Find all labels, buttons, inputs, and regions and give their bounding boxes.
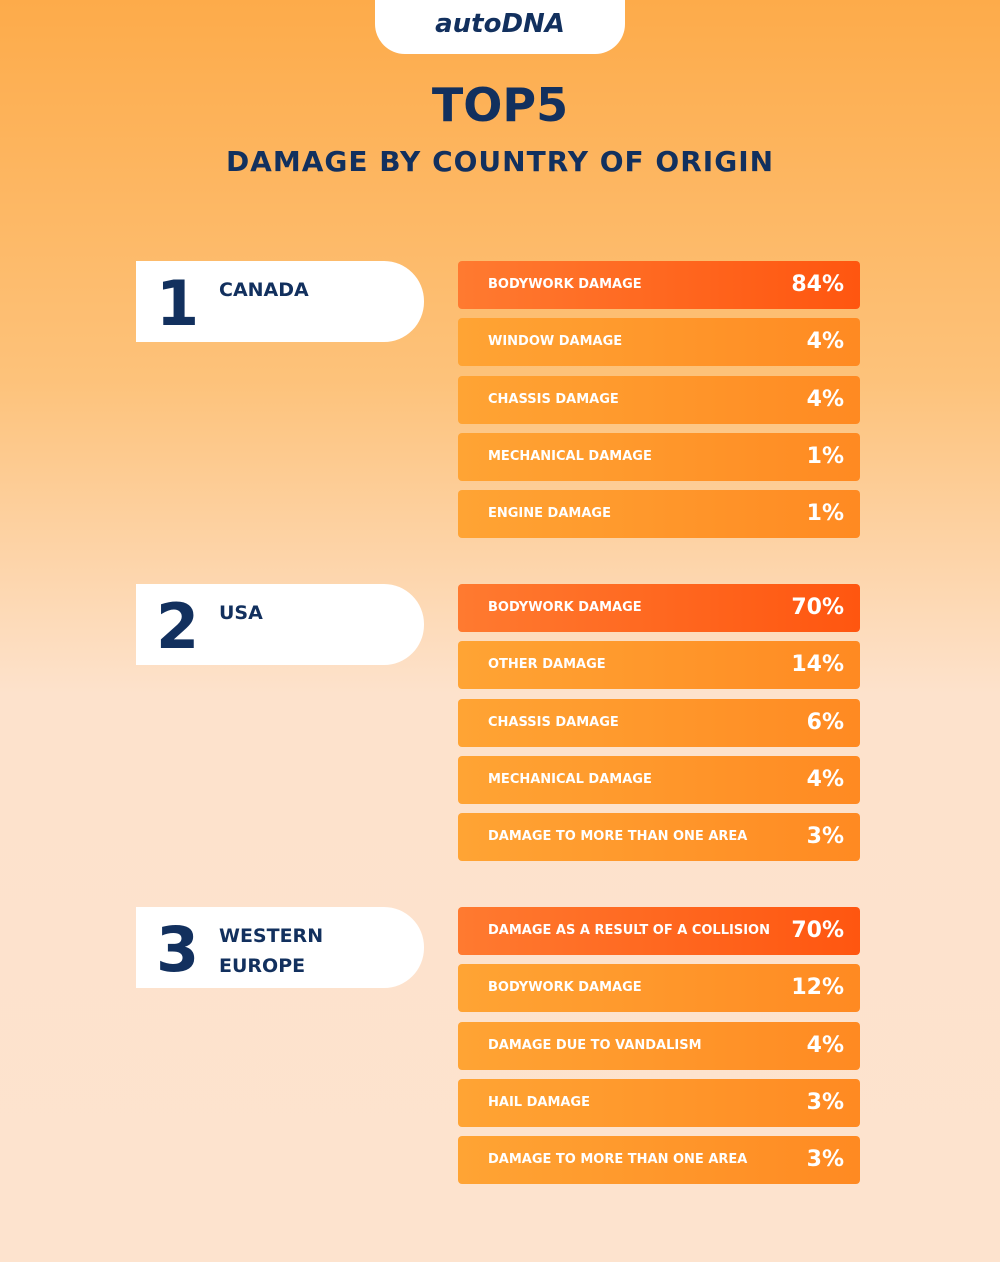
damage-label: WINDOW DAMAGE: [488, 334, 623, 350]
damage-label: HAIL DAMAGE: [488, 1094, 590, 1110]
damage-row: MECHANICAL DAMAGE 4%: [458, 755, 860, 804]
damage-value: 14%: [791, 652, 844, 678]
damage-row: CHASSIS DAMAGE 6%: [458, 698, 860, 747]
damage-label: DAMAGE TO MORE THAN ONE AREA: [488, 1152, 748, 1168]
damage-row: DAMAGE TO MORE THAN ONE AREA 3%: [458, 1136, 860, 1185]
damage-value: 84%: [791, 272, 844, 297]
damage-value: 4%: [806, 329, 844, 355]
rank: 1: [156, 267, 200, 340]
rank: 3: [156, 913, 200, 986]
damage-row: ENGINE DAMAGE 1%: [458, 490, 860, 539]
damage-label: ENGINE DAMAGE: [488, 506, 611, 522]
damage-value: 4%: [806, 1032, 844, 1058]
damage-value: 3%: [806, 824, 844, 850]
damage-label: BODYWORK DAMAGE: [488, 600, 642, 615]
rank: 2: [156, 590, 200, 663]
damage-value: 70%: [791, 918, 844, 943]
damage-value: 6%: [806, 709, 844, 735]
damage-row: HAIL DAMAGE 3%: [458, 1078, 860, 1127]
damage-value: 3%: [806, 1147, 844, 1173]
damage-row: DAMAGE DUE TO VANDALISM 4%: [458, 1021, 860, 1070]
country-card: 2 USA: [136, 584, 424, 665]
damage-row: WINDOW DAMAGE 4%: [458, 318, 860, 367]
damage-row: OTHER DAMAGE 14%: [458, 641, 860, 690]
damage-value: 3%: [806, 1089, 844, 1115]
country: CANADA: [219, 279, 309, 301]
logo: autoDNA: [375, 0, 625, 54]
damage-value: 1%: [806, 443, 844, 469]
damage-label: DAMAGE DUE TO VANDALISM: [488, 1037, 702, 1053]
damage-label: BODYWORK DAMAGE: [488, 277, 642, 292]
damage-label: BODYWORK DAMAGE: [488, 980, 642, 996]
damage-value: 4%: [806, 766, 844, 792]
damage-value: 1%: [806, 501, 844, 527]
country: USA: [219, 602, 263, 624]
damage-row: CHASSIS DAMAGE 4%: [458, 375, 860, 424]
subtitle: DAMAGE BY COUNTRY OF ORIGIN: [225, 145, 775, 178]
damage-label: MECHANICAL DAMAGE: [488, 448, 652, 464]
country-card: 3 WESTERN EUROPE: [136, 907, 424, 988]
country-card: 1 CANADA: [136, 261, 424, 342]
damage-row: DAMAGE TO MORE THAN ONE AREA 3%: [458, 813, 860, 862]
title: TOP5: [431, 78, 569, 132]
damage-label: MECHANICAL DAMAGE: [488, 771, 652, 787]
damage-value: 12%: [791, 975, 844, 1001]
damage-value: 4%: [806, 386, 844, 412]
damage-label: CHASSIS DAMAGE: [488, 714, 619, 730]
damage-row: BODYWORK DAMAGE 84%: [458, 261, 860, 309]
damage-row: DAMAGE AS A RESULT OF A COLLISION 70%: [458, 907, 860, 955]
damage-row: BODYWORK DAMAGE 12%: [458, 964, 860, 1013]
damage-label: OTHER DAMAGE: [488, 657, 606, 673]
damage-value: 70%: [791, 595, 844, 620]
damage-label: DAMAGE AS A RESULT OF A COLLISION: [488, 923, 770, 938]
damage-row: BODYWORK DAMAGE 70%: [458, 584, 860, 632]
damage-label: CHASSIS DAMAGE: [488, 391, 619, 407]
damage-label: DAMAGE TO MORE THAN ONE AREA: [488, 829, 748, 845]
damage-row: MECHANICAL DAMAGE 1%: [458, 432, 860, 481]
country: WESTERN EUROPE: [219, 925, 324, 977]
